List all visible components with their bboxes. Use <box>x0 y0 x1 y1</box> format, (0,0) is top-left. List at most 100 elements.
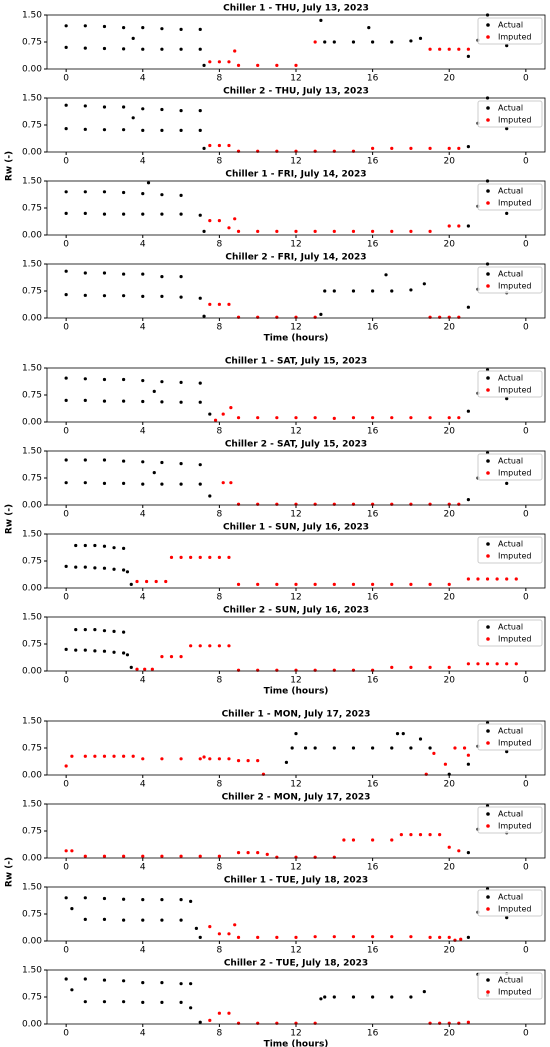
data-point <box>141 1000 145 1005</box>
data-point <box>256 1021 260 1025</box>
data-point <box>64 896 68 900</box>
data-point <box>202 314 206 318</box>
data-point <box>466 498 470 502</box>
data-point <box>319 18 323 22</box>
data-point <box>198 400 202 404</box>
data-point <box>160 854 164 858</box>
legend-marker <box>486 741 490 745</box>
data-point <box>466 145 470 149</box>
data-point <box>409 288 413 292</box>
legend-box <box>477 17 543 45</box>
data-point <box>453 746 457 750</box>
x-tick-label: 0 <box>63 157 69 167</box>
data-point <box>152 471 156 475</box>
data-point <box>428 416 432 420</box>
y-tick-label: 1.50 <box>22 364 42 374</box>
x-tick-label: 16 <box>367 427 379 437</box>
data-point <box>102 1000 107 1004</box>
data-point <box>129 582 133 587</box>
data-point <box>319 312 323 316</box>
legend-marker <box>486 388 490 392</box>
data-point <box>505 127 509 131</box>
legend-marker <box>486 625 490 629</box>
data-point <box>102 294 107 298</box>
x-tick-label: 20 <box>444 157 456 167</box>
data-point <box>227 644 231 648</box>
data-point <box>83 127 87 131</box>
data-point <box>179 757 183 761</box>
legend-label: Actual <box>498 457 523 466</box>
data-point <box>83 754 87 758</box>
data-point <box>160 757 164 761</box>
data-point <box>122 399 126 403</box>
x-tick-label: 20 <box>444 780 456 790</box>
data-point <box>505 662 509 666</box>
data-point <box>112 754 116 758</box>
data-point <box>284 760 289 765</box>
data-point <box>294 1021 298 1025</box>
data-point <box>371 746 375 750</box>
y-tick-label: 0.75 <box>22 910 42 920</box>
data-point <box>198 935 202 940</box>
data-point <box>83 481 87 485</box>
data-point <box>125 653 130 657</box>
x-tick-label: 12 <box>290 780 301 790</box>
data-point <box>102 481 107 485</box>
data-point <box>275 855 279 859</box>
x-tick-label: 12 <box>290 74 301 84</box>
data-point <box>466 851 470 855</box>
data-point <box>143 667 147 671</box>
data-point <box>160 212 164 216</box>
data-point <box>409 39 413 43</box>
data-point <box>83 293 87 297</box>
x-tick-label: 0 <box>523 593 529 603</box>
data-point <box>102 629 107 633</box>
data-point <box>198 463 202 467</box>
data-point <box>390 665 394 670</box>
data-point <box>303 746 308 750</box>
x-tick-label: 12 <box>290 157 301 167</box>
legend-label: Imputed <box>498 739 531 748</box>
data-point <box>466 54 470 59</box>
legend-label: Imputed <box>498 905 531 914</box>
data-point <box>64 398 68 402</box>
y-tick-label: 0.75 <box>22 121 42 131</box>
data-point <box>83 977 87 981</box>
data-point <box>164 579 168 584</box>
data-point <box>208 555 212 560</box>
data-point <box>122 918 126 922</box>
data-point <box>466 662 470 666</box>
data-point <box>122 754 126 758</box>
data-point <box>236 668 241 672</box>
y-tick-label: 1.50 <box>22 883 42 893</box>
x-tick-label: 12 <box>290 676 301 686</box>
data-point <box>198 555 202 560</box>
legend-label: Actual <box>498 727 523 736</box>
data-point <box>102 754 107 758</box>
data-point <box>342 838 346 842</box>
data-point <box>351 229 356 233</box>
data-point <box>160 655 164 659</box>
legend-marker <box>486 459 490 463</box>
data-point <box>275 1021 279 1025</box>
data-point <box>390 746 394 750</box>
data-point <box>83 648 87 652</box>
data-point <box>217 143 221 148</box>
data-point <box>131 116 135 120</box>
data-point <box>160 128 164 132</box>
plot-frame <box>46 803 546 859</box>
data-point <box>371 935 375 939</box>
legend-box <box>477 183 543 211</box>
x-tick-label: 16 <box>367 946 379 956</box>
data-point <box>146 181 151 185</box>
data-point <box>275 416 279 420</box>
legend-marker <box>486 118 490 122</box>
data-point <box>198 27 202 31</box>
data-point <box>179 555 183 560</box>
y-tick-label: 0.00 <box>22 937 42 947</box>
data-point <box>438 47 442 51</box>
data-point <box>160 27 164 31</box>
legend-box <box>477 806 543 834</box>
data-point <box>93 628 97 632</box>
data-point <box>141 379 145 383</box>
